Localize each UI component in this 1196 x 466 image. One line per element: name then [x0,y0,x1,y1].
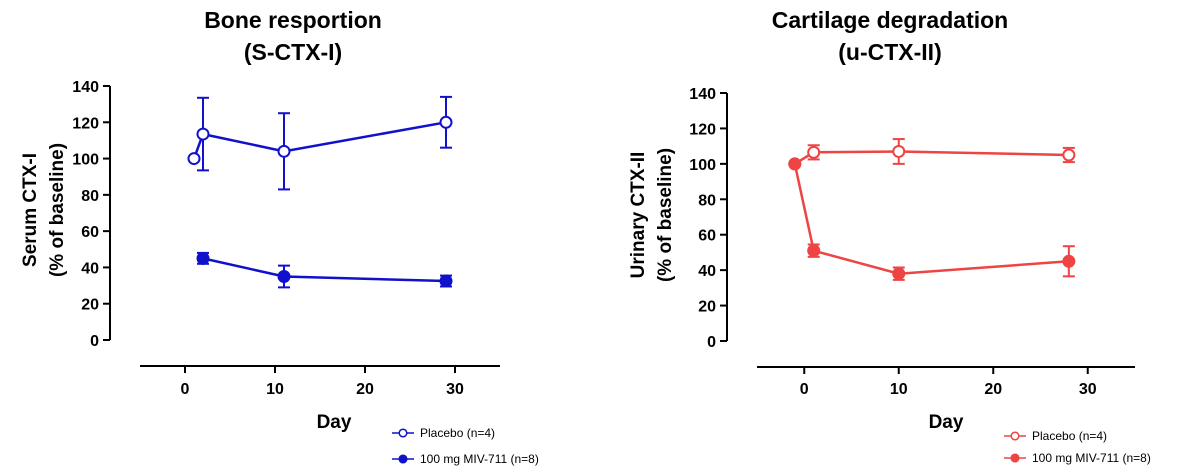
chart-title-line-1: Bone resportion [204,7,382,33]
legend-label: 100 mg MIV-711 (n=8) [420,452,539,466]
data-point [277,270,291,283]
y-tick-label: 20 [81,297,99,314]
y-axis-label-line-1: Urinary CTX-II [628,152,649,279]
x-axis-label: Day [317,412,352,433]
y-tick-label: 140 [689,86,716,103]
chart-title-line-2: (S-CTX-I) [244,39,342,65]
series-2 [788,157,1076,281]
legend-label: Placebo (n=4) [420,426,495,440]
data-point [196,127,210,141]
legend-label: Placebo (n=4) [1032,429,1107,443]
x-tick-label: 20 [984,381,1002,398]
series-1 [788,138,1076,171]
y-tick-label: 60 [698,228,716,245]
x-axis-label: Day [929,412,964,433]
data-point [1062,148,1076,162]
y-tick-label: 120 [689,121,716,138]
data-point [892,267,906,281]
legend-marker [398,428,408,438]
data-point [807,244,821,258]
y-tick-label: 80 [698,192,716,209]
legend-entry-2: 100 mg MIV-711 (n=8) [1004,451,1151,465]
data-point [892,144,906,158]
legend-marker [1010,431,1020,441]
y-tick-label: 60 [81,224,99,241]
x-tick-label: 30 [1079,381,1097,398]
data-point [277,144,291,158]
y-tick-label: 100 [689,157,716,174]
y-tick-label: 120 [72,115,99,132]
y-tick-label: 0 [707,334,716,351]
y-tick-label: 40 [81,260,99,277]
y-tick-label: 20 [698,299,716,316]
series-1 [187,95,453,191]
y-tick-label: 100 [72,152,99,169]
chart-title-line-2: (u-CTX-II) [838,39,941,65]
series-line [793,163,1069,275]
x-tick-label: 20 [356,381,374,398]
legend-marker [1010,453,1020,463]
y-tick-label: 140 [72,79,99,96]
legend-entry-1: Placebo (n=4) [1004,429,1107,443]
legend-entry-2: 100 mg MIV-711 (n=8) [392,452,539,466]
data-point [187,152,201,166]
y-tick-label: 40 [698,263,716,280]
legend-label: 100 mg MIV-711 (n=8) [1032,451,1151,465]
chart-title-line-1: Cartilage degradation [772,7,1008,33]
series-2 [196,251,453,289]
chart-panel-1: Bone resportion (S-CTX-I) Serum CTX-I (% of… [20,7,539,466]
y-tick-label: 0 [90,333,99,350]
data-point [807,145,821,159]
data-point [788,157,802,171]
y-axis-label-line-1: Serum CTX-I [20,153,41,267]
chart-panel-2: Cartilage degradation (u-CTX-II) Urinary C… [628,7,1151,465]
x-tick-label: 0 [181,381,190,398]
x-tick-label: 10 [890,381,908,398]
series-line [794,150,1069,165]
legend-marker [398,454,408,464]
data-point [439,115,453,129]
y-axis-label-line-2: (% of baseline) [47,143,68,277]
y-tick-label: 80 [81,188,99,205]
x-tick-label: 10 [266,381,284,398]
y-axis-label-line-2: (% of baseline) [655,148,676,282]
series-line [202,257,447,283]
data-point [1062,254,1076,268]
series-line [192,121,447,160]
legend-entry-1: Placebo (n=4) [392,426,495,440]
x-tick-label: 0 [800,381,809,398]
data-point [439,274,453,288]
data-point [196,251,210,265]
x-tick-label: 30 [446,381,464,398]
